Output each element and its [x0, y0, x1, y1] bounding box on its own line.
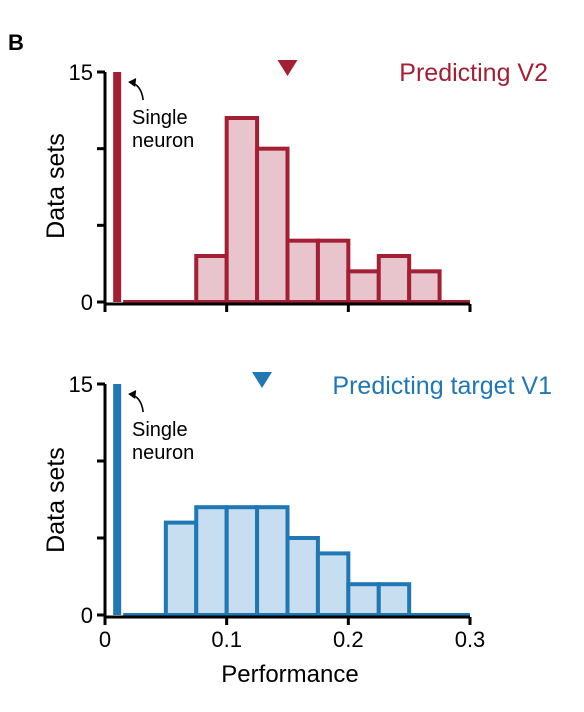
y-tick-label: 15	[69, 60, 93, 85]
callout-arrow	[128, 81, 144, 101]
histogram-bar	[346, 582, 381, 618]
y-tick-label: 0	[81, 290, 93, 315]
callout-arrowhead-icon	[128, 390, 137, 399]
callout-arrowhead-icon	[128, 78, 137, 87]
histogram-bar	[346, 269, 381, 305]
histogram-bar	[194, 505, 229, 618]
single-neuron-label-line1: Single	[132, 107, 188, 129]
mean-marker-triangle-icon	[252, 372, 272, 388]
y-axis-label: Data sets	[42, 133, 70, 239]
histogram-bar	[224, 505, 260, 618]
x-tick-label: 0.1	[211, 627, 242, 652]
histogram-bar	[315, 238, 351, 305]
y-tick-label: 15	[69, 372, 93, 397]
x-axis-label: Performance	[221, 661, 358, 688]
histogram-bar	[194, 254, 229, 304]
histogram-bar	[224, 116, 260, 304]
histogram-bar	[376, 582, 412, 618]
mean-marker-triangle-icon	[277, 60, 298, 76]
x-tick-label: 0.2	[333, 627, 364, 652]
histogram-bar	[376, 254, 412, 304]
histogram-bar	[285, 238, 320, 305]
histogram-bar	[315, 551, 351, 618]
histogram-bar	[163, 520, 199, 617]
single-neuron-label-line1: Single	[132, 419, 188, 441]
callout-arrow	[128, 393, 144, 413]
y-axis-label: Data sets	[42, 447, 70, 553]
chart-title: Predicting V2	[399, 59, 548, 87]
single-neuron-bar	[113, 384, 122, 615]
y-tick-label: 0	[81, 603, 93, 628]
panel-letter: B	[8, 30, 24, 55]
single-neuron-label-line2: neuron	[132, 442, 194, 464]
histogram-bar	[255, 505, 290, 618]
histogram-panel-predicting-target-v1: 15 00 0.1 0.2 0.3 Performance Data sets Predict…	[42, 372, 552, 688]
chart-title: Predicting target V1	[332, 372, 552, 400]
histogram-bar	[285, 536, 320, 617]
x-tick-label: 0.3	[455, 627, 486, 652]
histogram-bar	[255, 146, 290, 304]
single-neuron-label-line2: neuron	[132, 130, 194, 152]
histogram-bar	[407, 269, 442, 305]
x-tick-label: 0	[99, 627, 111, 652]
single-neuron-bar	[113, 72, 122, 302]
